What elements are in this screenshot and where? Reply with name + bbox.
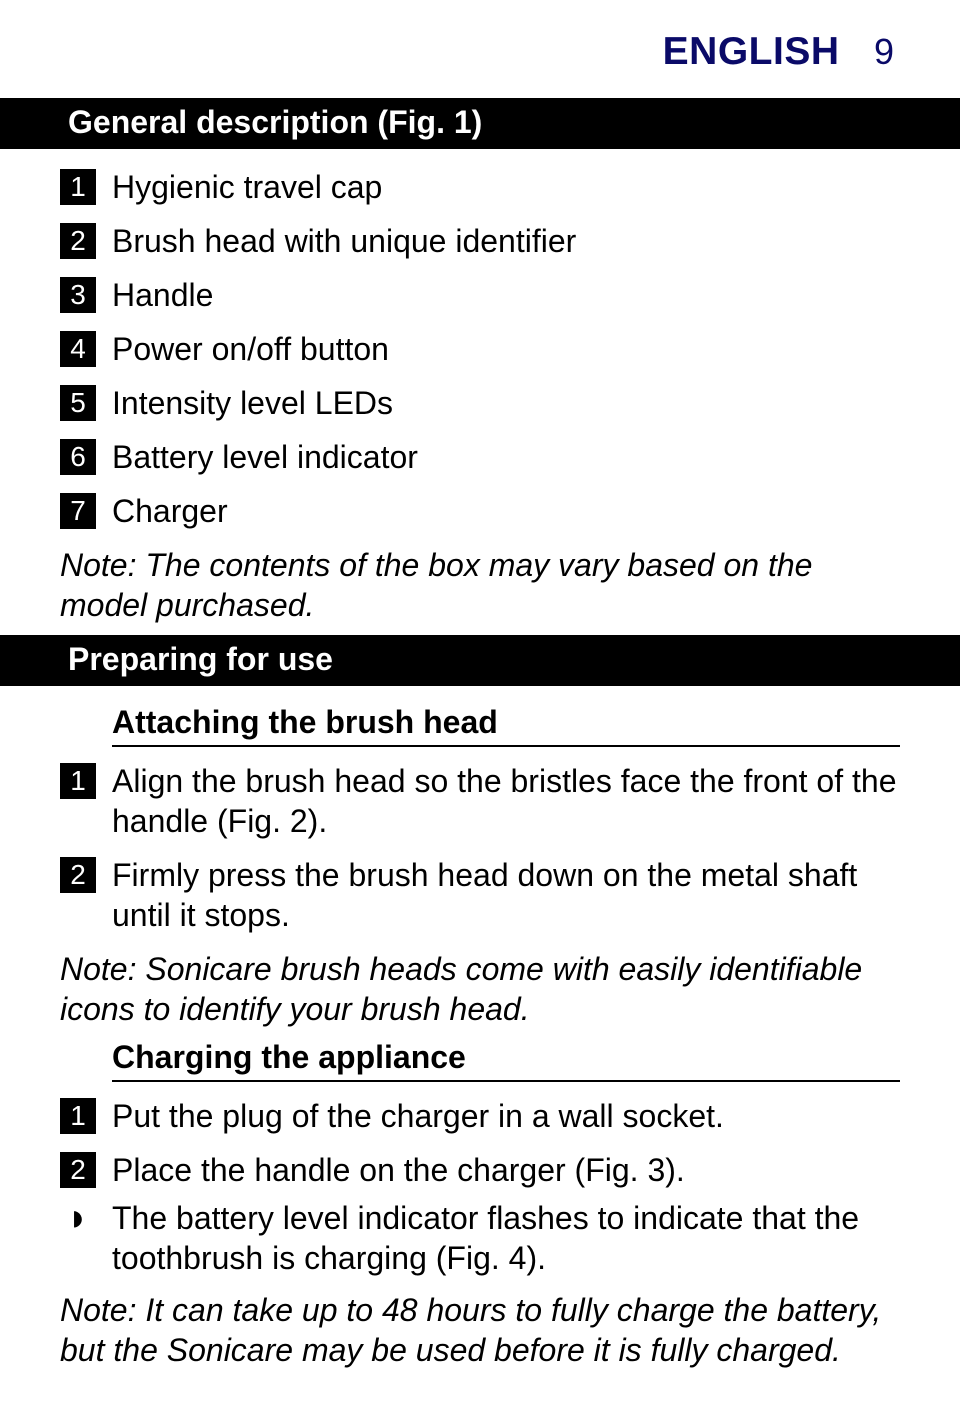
- item-number: 1: [60, 763, 96, 799]
- item-number: 2: [60, 1152, 96, 1188]
- list-item: 2 Place the handle on the charger (Fig. …: [60, 1150, 900, 1190]
- item-text: Power on/off button: [112, 329, 900, 369]
- list-item: 2 Brush head with unique identifier: [60, 221, 900, 261]
- arrow-icon: ◗: [60, 1198, 96, 1238]
- page-number: 9: [874, 31, 894, 73]
- charging-steps-list: 1 Put the plug of the charger in a wall …: [60, 1096, 900, 1278]
- result-item: ◗ The battery level indicator flashes to…: [60, 1198, 900, 1278]
- item-number: 3: [60, 277, 96, 313]
- item-text: Handle: [112, 275, 900, 315]
- item-number: 2: [60, 223, 96, 259]
- item-number: 1: [60, 169, 96, 205]
- item-number: 5: [60, 385, 96, 421]
- section-bar-preparing-for-use: Preparing for use: [0, 635, 960, 686]
- list-item: 5 Intensity level LEDs: [60, 383, 900, 423]
- item-text: Put the plug of the charger in a wall so…: [112, 1096, 900, 1136]
- item-text: Align the brush head so the bristles fac…: [112, 761, 900, 841]
- item-text: Intensity level LEDs: [112, 383, 900, 423]
- list-item: 2 Firmly press the brush head down on th…: [60, 855, 900, 935]
- item-number: 7: [60, 493, 96, 529]
- item-number: 1: [60, 1098, 96, 1134]
- result-text: The battery level indicator flashes to i…: [112, 1198, 900, 1278]
- item-text: Brush head with unique identifier: [112, 221, 900, 261]
- list-item: 3 Handle: [60, 275, 900, 315]
- general-description-list: 1 Hygienic travel cap 2 Brush head with …: [60, 167, 900, 531]
- item-number: 2: [60, 857, 96, 893]
- item-text: Hygienic travel cap: [112, 167, 900, 207]
- list-item: 1 Hygienic travel cap: [60, 167, 900, 207]
- list-item: 1 Align the brush head so the bristles f…: [60, 761, 900, 841]
- language-label: ENGLISH: [663, 30, 840, 74]
- item-text: Firmly press the brush head down on the …: [112, 855, 900, 935]
- item-number: 6: [60, 439, 96, 475]
- subheading-charging-appliance: Charging the appliance: [112, 1039, 900, 1082]
- item-number: 4: [60, 331, 96, 367]
- item-text: Battery level indicator: [112, 437, 900, 477]
- page-content: ENGLISH 9 General description (Fig. 1) 1…: [0, 0, 960, 1410]
- item-text: Place the handle on the charger (Fig. 3)…: [112, 1150, 900, 1190]
- list-item: 6 Battery level indicator: [60, 437, 900, 477]
- attaching-steps-list: 1 Align the brush head so the bristles f…: [60, 761, 900, 935]
- section-bar-general-description: General description (Fig. 1): [0, 98, 960, 149]
- subheading-attaching-brush-head: Attaching the brush head: [112, 704, 900, 747]
- list-item: 4 Power on/off button: [60, 329, 900, 369]
- item-text: Charger: [112, 491, 900, 531]
- note-box-contents: Note: The contents of the box may vary b…: [60, 545, 900, 625]
- page-header: ENGLISH 9: [60, 30, 900, 74]
- note-sonicare-icons: Note: Sonicare brush heads come with eas…: [60, 949, 900, 1029]
- list-item: 7 Charger: [60, 491, 900, 531]
- list-item: 1 Put the plug of the charger in a wall …: [60, 1096, 900, 1136]
- note-charge-time: Note: It can take up to 48 hours to full…: [60, 1290, 900, 1370]
